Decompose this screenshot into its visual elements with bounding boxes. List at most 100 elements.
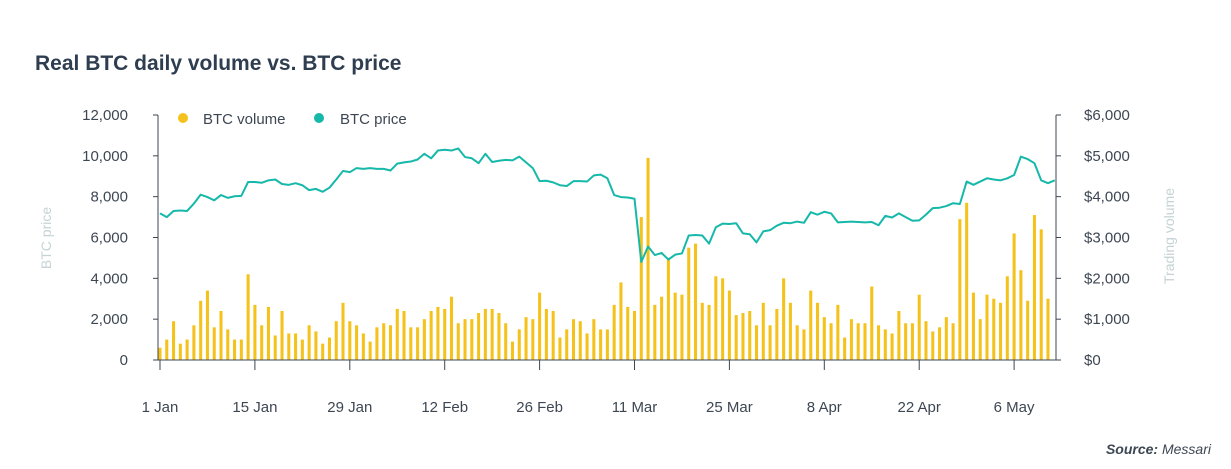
x-tick-label: 26 Feb — [516, 399, 563, 416]
volume-bar — [707, 304, 711, 361]
right-axis-title: Trading volume — [1161, 188, 1177, 284]
source-note: Source: Messari — [1106, 441, 1211, 457]
left-axis-ticks: 0 2,000 4,000 6,000 8,000 10,000 12,000 — [82, 107, 158, 369]
volume-bar — [1039, 229, 1043, 360]
volume-bar — [965, 202, 969, 360]
volume-bar — [422, 319, 426, 360]
volume-bar — [687, 247, 691, 360]
legend-volume-label: BTC volume — [203, 111, 286, 128]
right-axis-ticks: $0 $1,000 $2,000 $3,000 $4,000 $5,000 $6,000 — [1056, 107, 1130, 369]
volume-bar — [700, 302, 704, 360]
volume-bar — [334, 321, 338, 360]
volume-bar — [971, 292, 975, 361]
volume-bar — [999, 302, 1003, 360]
volume-bar — [490, 308, 494, 360]
volume-bar — [266, 306, 270, 360]
volume-bar — [917, 294, 921, 360]
volume-bar — [219, 311, 223, 360]
volume-bar — [497, 313, 501, 360]
volume-bar — [456, 323, 460, 360]
volume-bar — [273, 335, 277, 360]
volume-bar — [877, 325, 881, 360]
volume-bar — [578, 321, 582, 360]
volume-bar — [754, 325, 759, 360]
volume-bar — [646, 157, 650, 361]
volume-bar — [355, 325, 359, 360]
volume-bar — [205, 290, 209, 360]
volume-bar — [599, 329, 603, 361]
volume-bar — [673, 292, 677, 361]
volume-bar — [931, 331, 935, 360]
volume-bar — [314, 331, 318, 360]
volume-bar — [809, 290, 813, 360]
volume-bar — [443, 308, 447, 360]
volume-bar — [402, 311, 406, 360]
volume-bar — [280, 311, 284, 360]
volume-bar — [721, 278, 725, 360]
volume-bar — [571, 319, 576, 360]
volume-bar — [483, 308, 487, 360]
volume-bar — [829, 323, 833, 360]
volume-bar — [734, 315, 738, 360]
volume-bar — [246, 274, 250, 360]
volume-bar — [1012, 233, 1016, 360]
volume-bar — [741, 313, 745, 360]
volume-bar — [924, 321, 928, 360]
legend-price-marker — [314, 113, 324, 123]
volume-bar — [294, 333, 298, 360]
volume-bar — [233, 339, 237, 360]
source-value: Messari — [1161, 441, 1211, 457]
volume-bars — [158, 157, 1050, 361]
volume-bar — [632, 311, 637, 360]
price-line — [159, 147, 1056, 263]
left-tick-label: 12,000 — [82, 107, 128, 124]
left-tick-label: 4,000 — [90, 270, 128, 287]
volume-bar — [1032, 215, 1036, 360]
x-tick-label: 11 Mar — [612, 399, 658, 416]
volume-bar — [165, 339, 169, 360]
volume-bar — [802, 329, 806, 361]
x-tick-label: 22 Apr — [898, 399, 941, 416]
x-tick-label: 15 Jan — [232, 399, 277, 416]
volume-bar — [592, 319, 596, 360]
volume-bar — [788, 302, 792, 360]
volume-bar — [727, 290, 731, 360]
volume-bar — [524, 317, 528, 361]
volume-bar — [639, 217, 643, 360]
volume-bar — [307, 325, 311, 360]
volume-bar — [619, 282, 623, 360]
volume-bar — [856, 323, 860, 360]
volume-bar — [985, 294, 989, 360]
volume-bar — [653, 304, 657, 361]
right-tick-label: $2,000 — [1084, 270, 1130, 287]
left-tick-label: 2,000 — [90, 311, 128, 328]
volume-bar — [395, 308, 399, 360]
volume-bar — [904, 323, 908, 360]
volume-bar — [978, 319, 982, 360]
volume-bar — [538, 292, 542, 361]
volume-bar — [260, 325, 264, 360]
volume-bar — [666, 257, 670, 360]
volume-bar — [551, 311, 555, 360]
volume-bar — [836, 304, 840, 361]
volume-bar — [477, 313, 481, 360]
volume-bar — [680, 294, 684, 360]
volume-bar — [321, 343, 325, 360]
volume-bar — [910, 323, 914, 360]
volume-bar — [558, 337, 562, 360]
volume-bar — [863, 323, 867, 360]
volume-bar — [239, 339, 243, 360]
volume-bar — [449, 296, 454, 360]
volume-bar — [951, 323, 955, 360]
volume-bar — [1046, 298, 1050, 360]
volume-bar — [782, 278, 786, 360]
volume-bar — [958, 219, 962, 361]
volume-bar — [822, 317, 826, 361]
volume-bar — [938, 327, 942, 360]
volume-bar — [470, 319, 474, 360]
volume-bar — [192, 325, 196, 360]
price-line-group — [159, 147, 1056, 263]
legend: BTC volume BTC price — [178, 111, 407, 128]
volume-bar — [409, 327, 413, 360]
